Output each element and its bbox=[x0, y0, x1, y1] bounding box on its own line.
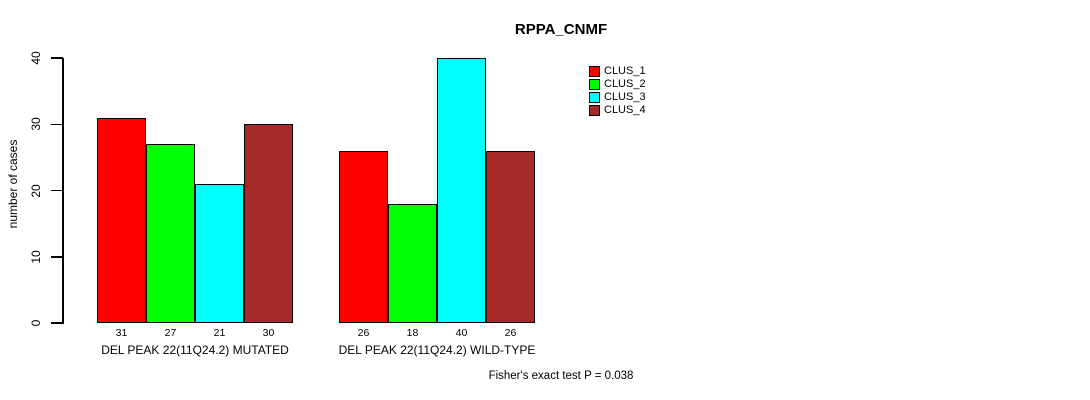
legend-item: CLUS_1 bbox=[589, 65, 646, 78]
legend-label: CLUS_4 bbox=[604, 104, 646, 116]
bar-clus_4-group1 bbox=[244, 124, 293, 323]
bar-clus_2-group2 bbox=[388, 203, 437, 323]
y-tick-mark bbox=[51, 189, 63, 192]
bar-clus_4-group2 bbox=[486, 150, 535, 323]
bar-value-label: 26 bbox=[504, 327, 517, 339]
category-label: DEL PEAK 22(11Q24.2) WILD-TYPE bbox=[338, 343, 536, 357]
annotation-fisher-test: Fisher's exact test P = 0.038 bbox=[488, 370, 634, 382]
legend-item: CLUS_3 bbox=[589, 91, 646, 104]
legend: CLUS_1 CLUS_2 CLUS_3 CLUS_4 bbox=[589, 65, 646, 117]
bar-clus_3-group2 bbox=[437, 58, 486, 323]
legend-swatch-clus_3 bbox=[589, 92, 600, 103]
legend-label: CLUS_3 bbox=[604, 91, 646, 103]
legend-item: CLUS_2 bbox=[589, 78, 646, 91]
bar-clus_2-group1 bbox=[146, 144, 195, 323]
y-axis-label: number of cases bbox=[6, 139, 20, 229]
bar-value-label: 27 bbox=[164, 327, 177, 339]
legend-item: CLUS_4 bbox=[589, 104, 646, 117]
chart-title: RPPA_CNMF bbox=[514, 21, 608, 38]
bar-value-label: 18 bbox=[406, 327, 419, 339]
bar-clus_1-group2 bbox=[339, 150, 388, 323]
y-tick-label: 20 bbox=[29, 183, 43, 198]
y-tick-label: 30 bbox=[29, 117, 43, 131]
y-tick-label: 40 bbox=[29, 51, 43, 65]
y-tick-mark bbox=[51, 256, 63, 258]
legend-label: CLUS_1 bbox=[604, 65, 646, 77]
bar-value-label: 30 bbox=[262, 327, 275, 339]
bar-clus_1-group1 bbox=[97, 117, 146, 323]
y-tick-mark bbox=[51, 322, 63, 324]
legend-swatch-clus_1 bbox=[589, 66, 600, 77]
bar-value-label: 21 bbox=[213, 327, 226, 339]
legend-label: CLUS_2 bbox=[604, 78, 646, 90]
bar-value-label: 40 bbox=[455, 327, 468, 339]
y-tick-label: 10 bbox=[29, 250, 43, 264]
bar-value-label: 26 bbox=[357, 327, 370, 339]
legend-swatch-clus_4 bbox=[589, 105, 600, 116]
legend-swatch-clus_2 bbox=[589, 79, 600, 90]
bar-clus_3-group1 bbox=[195, 183, 244, 323]
y-tick-mark bbox=[51, 57, 63, 59]
y-tick-mark bbox=[51, 123, 63, 125]
bar-value-label: 31 bbox=[115, 327, 128, 339]
y-tick-label: 0 bbox=[29, 319, 43, 327]
category-label: DEL PEAK 22(11Q24.2) MUTATED bbox=[101, 343, 289, 357]
